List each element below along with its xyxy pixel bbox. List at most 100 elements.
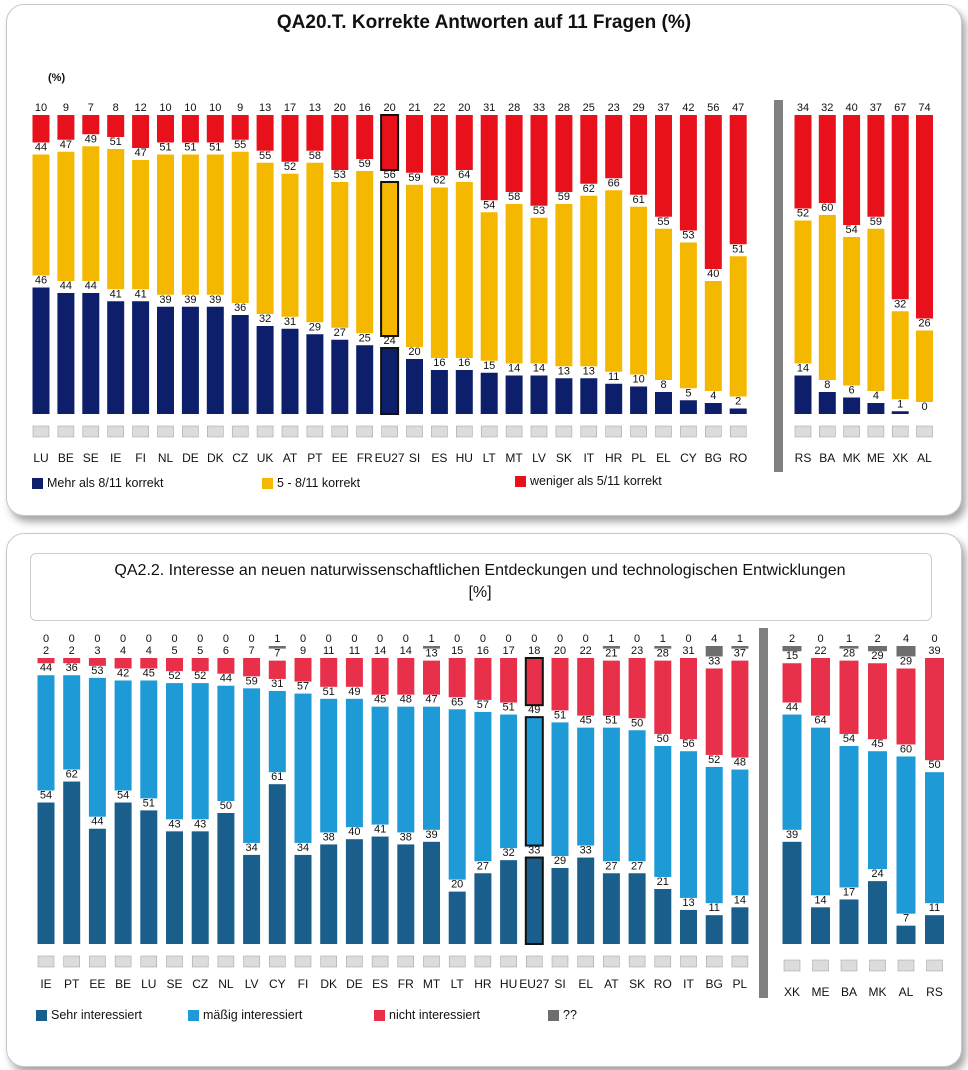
bar-PT-2 [63, 658, 81, 664]
flag-icon [530, 425, 548, 438]
bar-CZ-2 [191, 658, 209, 672]
category-label: ME [812, 985, 830, 999]
data-label: 15 [451, 645, 463, 657]
data-label: 10 [209, 102, 221, 114]
data-label: 29 [871, 650, 883, 662]
bar-SI-2 [551, 658, 569, 711]
data-label: 44 [35, 142, 47, 154]
flag-icon [783, 959, 801, 972]
bar-CZ-1 [231, 151, 249, 303]
flag-icon [867, 425, 885, 438]
data-label: 55 [234, 139, 246, 151]
bar-SE-1 [166, 683, 183, 820]
data-label: 16 [359, 102, 371, 114]
flag-icon [869, 959, 886, 972]
bar-SE-2 [82, 115, 100, 135]
category-label: BA [819, 451, 835, 465]
data-label: 39 [786, 829, 798, 841]
flag-icon [320, 955, 337, 968]
bar-LV-2 [243, 658, 261, 677]
data-label: 41 [374, 824, 386, 836]
data-label: 58 [309, 150, 321, 162]
category-label: BE [115, 977, 131, 991]
data-label: 67 [894, 102, 906, 114]
category-label: UK [257, 451, 274, 465]
legend-label: weniger als 5/11 korrekt [530, 474, 662, 488]
data-label: 50 [220, 800, 232, 812]
bar-MT-1 [423, 706, 440, 830]
data-label: 0 [685, 633, 691, 645]
data-label: 49 [85, 133, 97, 145]
bar-EL-0 [655, 392, 672, 414]
category-label: FI [135, 451, 146, 465]
data-label: 47 [425, 694, 437, 706]
bar-PL-0 [630, 386, 648, 414]
flag-icon [269, 955, 286, 968]
data-label: 44 [85, 280, 97, 292]
data-label: 52 [194, 670, 206, 682]
category-label: EE [89, 977, 105, 991]
data-label: 23 [608, 102, 620, 114]
category-label: LU [33, 451, 48, 465]
bar-SK-0 [628, 873, 646, 944]
category-label: PL [631, 451, 646, 465]
bar-DE-2 [181, 115, 199, 143]
flag-icon [37, 955, 55, 968]
bar-PL-2 [731, 660, 749, 758]
data-label: 47 [134, 147, 146, 159]
data-label: 24 [383, 335, 395, 347]
data-label: 42 [117, 667, 129, 679]
data-label: 51 [605, 715, 617, 727]
bar-DK-1 [320, 698, 338, 833]
bar-RS-2 [794, 115, 812, 209]
chart2-legend-2: mäßig interessiert [188, 1008, 308, 1022]
legend-label: ?? [563, 1008, 577, 1022]
data-label: 20 [334, 102, 346, 114]
bar-BG-0 [704, 403, 722, 414]
bar-IE-0 [107, 301, 125, 414]
bar-PT-0 [306, 334, 324, 414]
bar-LT-1 [448, 709, 466, 880]
data-label: 39 [928, 645, 940, 657]
data-label: 14 [734, 894, 746, 906]
bar-EE-2 [331, 115, 349, 170]
bar-MK-0 [868, 881, 887, 944]
data-label: 74 [918, 102, 930, 114]
bar-NL-0 [157, 306, 174, 414]
bar-CY-1 [268, 690, 286, 773]
flag-icon [57, 425, 75, 438]
bar-BA-0 [818, 392, 836, 414]
chart2-title: QA2.2. Interesse an neuen naturwissensch… [114, 562, 846, 579]
flag-icon [157, 425, 174, 438]
bar-RS-2 [925, 658, 944, 761]
bar-SK-0 [555, 378, 573, 414]
bar-RO-2 [729, 115, 747, 245]
bar-FR-1 [397, 706, 415, 833]
data-label: 0 [171, 633, 177, 645]
flag-icon [132, 425, 149, 438]
bar-MT-0 [505, 375, 523, 414]
data-label: 7 [274, 648, 280, 660]
legend-swatch [515, 476, 526, 487]
data-label: 53 [334, 169, 346, 181]
data-label: 0 [249, 633, 255, 645]
data-label: 29 [900, 655, 912, 667]
bar-EE-0 [331, 339, 349, 414]
flag-icon [243, 955, 260, 968]
flag-icon [680, 955, 697, 968]
bar-PL-2 [630, 115, 648, 195]
category-label: RS [926, 985, 943, 999]
data-label: 0 [531, 633, 537, 645]
bar-ES-1 [371, 706, 389, 825]
data-label: 6 [849, 385, 855, 397]
bar-DE-1 [181, 154, 199, 295]
data-label: 0 [480, 633, 486, 645]
bar-PT-0 [63, 781, 81, 944]
bar-DK-2 [206, 115, 224, 143]
data-label: 32 [502, 847, 514, 859]
category-label: LU [141, 977, 156, 991]
bar-BA-2 [839, 660, 859, 734]
data-label: 48 [734, 757, 746, 769]
bar-HR-2 [605, 115, 623, 179]
flag-icon [107, 425, 124, 438]
